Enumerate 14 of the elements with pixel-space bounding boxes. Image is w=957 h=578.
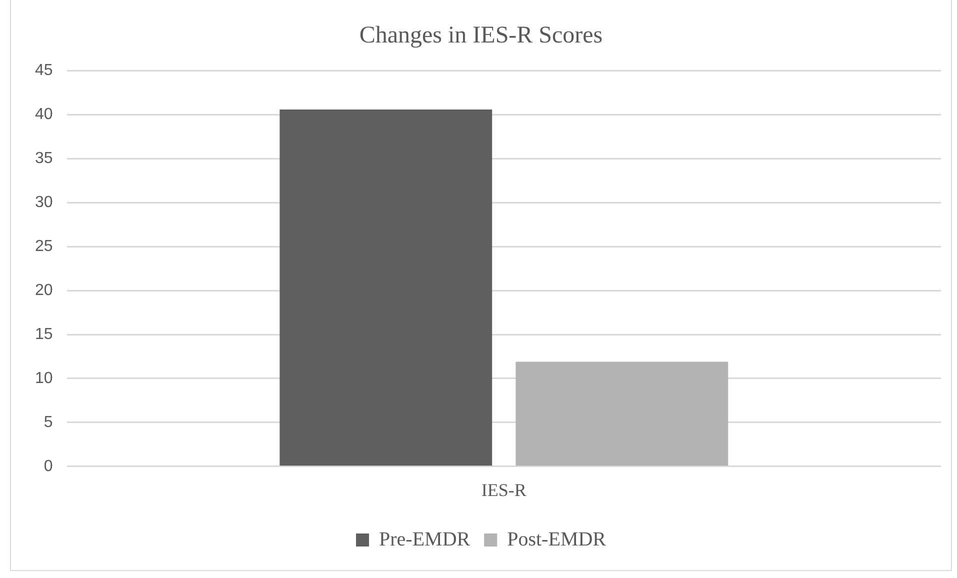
y-tick-label: 10 [35,370,53,387]
legend-label: Post-EMDR [507,528,607,550]
y-tick-label: 45 [35,62,53,80]
x-tick-label: IES-R [481,480,526,500]
legend-label: Pre-EMDR [378,528,471,550]
y-tick-label: 15 [35,326,53,343]
y-tick-label: 25 [35,238,53,256]
y-tick-label: 5 [44,414,53,431]
chart-title: Changes in IES-R Scores [359,22,603,49]
y-tick-label: 40 [35,106,53,124]
y-tick-label: 20 [35,282,53,299]
y-tick-label: 30 [35,194,53,212]
y-tick-label: 0 [44,458,53,475]
y-tick-label: 35 [35,150,53,168]
